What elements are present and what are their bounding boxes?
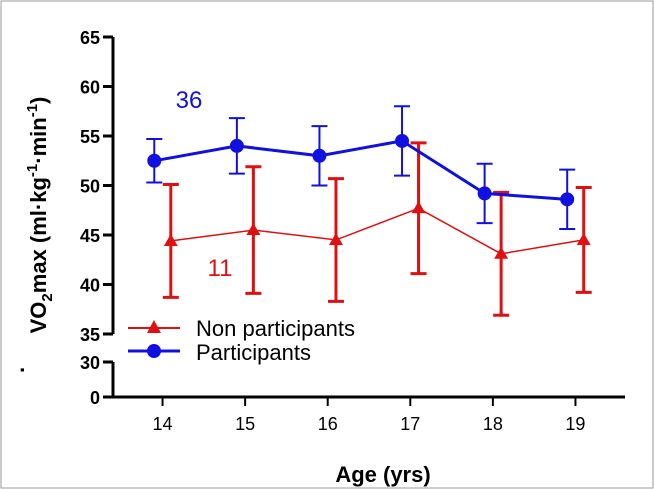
data-point [246, 223, 261, 236]
data-point [328, 232, 343, 245]
x-tick-label: 15 [235, 414, 255, 434]
y-tick-label: 30 [80, 353, 100, 373]
series-non-participants [162, 141, 592, 317]
data-point [560, 192, 575, 207]
svg-text:VO2max (ml·kg-1·min-1): VO2max (ml·kg-1·min-1) [24, 97, 56, 334]
series-line [170, 207, 584, 255]
ylabel-sup2: -1 [24, 104, 41, 117]
x-tick-label: 18 [483, 414, 503, 434]
y-tick-label: 40 [80, 276, 100, 296]
ylabel-mid: ·min [26, 117, 51, 163]
y-tick-label: 0 [90, 388, 100, 408]
vo2-dot: · [10, 366, 35, 373]
legend-triangle-marker [147, 320, 161, 333]
x-tick-label: 16 [318, 414, 338, 434]
y-tick-label: 50 [80, 177, 100, 197]
x-axis-title: Age (yrs) [335, 462, 430, 487]
data-point [312, 148, 327, 163]
x-tick-label: 19 [565, 414, 585, 434]
legend-circle-marker [147, 344, 161, 358]
non-participants-count-label: 11 [208, 255, 233, 282]
data-point [494, 246, 509, 259]
y-tick-label: 55 [80, 127, 100, 147]
y-tick-label: 45 [80, 226, 100, 246]
ylabel-suffix: ) [26, 97, 51, 104]
data-point [411, 201, 426, 214]
data-point [395, 133, 410, 148]
x-tick-label: 14 [153, 414, 173, 434]
data-point [147, 153, 162, 168]
series-participants [146, 105, 576, 231]
y-axis-title: VO2max (ml·kg-1·min-1) · [10, 97, 56, 373]
series-line [154, 139, 568, 201]
legend: Non participants Participants [128, 316, 355, 365]
y-tick-label: 65 [80, 28, 100, 48]
participants-count-label: 36 [176, 87, 203, 114]
data-point [163, 233, 178, 246]
ylabel-sup1: -1 [24, 164, 41, 177]
y-tick-label: 35 [80, 325, 100, 345]
data-point [477, 186, 492, 201]
ylabel-sub: 2 [39, 293, 56, 301]
legend-label-non-participants: Non participants [196, 316, 355, 341]
axes: 35 40 45 50 55 60 65 0 30 14 15 16 17 18 19 [80, 28, 625, 434]
x-tick-label: 17 [400, 414, 420, 434]
ylabel-main: max (ml·kg [26, 177, 51, 293]
data-point [576, 232, 591, 245]
ylabel-prefix: VO [26, 302, 51, 334]
legend-label-participants: Participants [196, 340, 311, 365]
y-tick-label: 60 [80, 78, 100, 98]
series-layer [146, 105, 592, 317]
data-point [229, 138, 244, 153]
